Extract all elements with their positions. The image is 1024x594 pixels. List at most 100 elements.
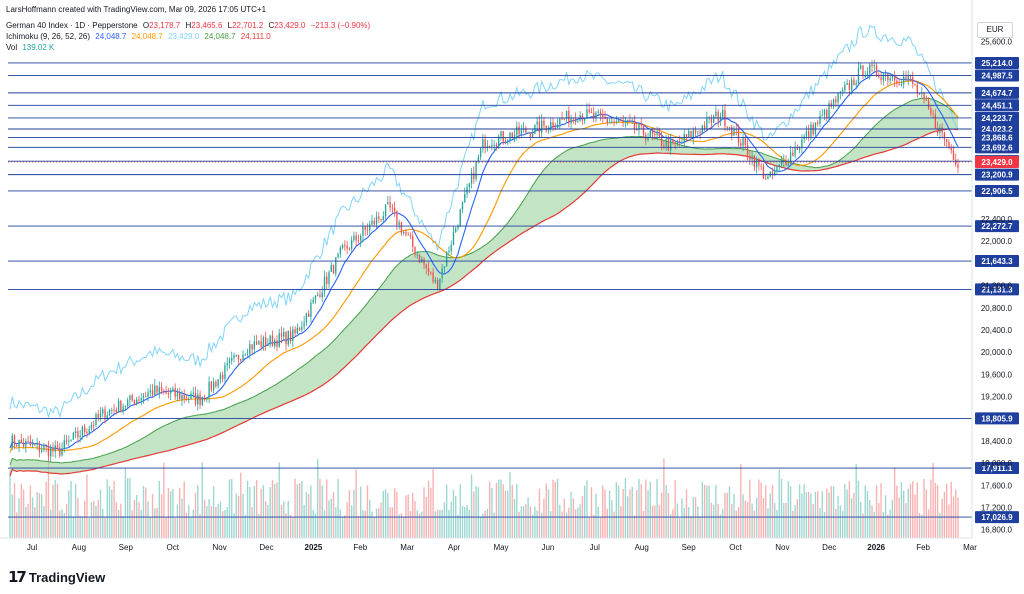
candle-body <box>278 333 280 347</box>
volume-bar <box>160 494 163 538</box>
candle <box>362 222 364 243</box>
volume-bar <box>568 507 570 538</box>
candle <box>188 394 190 404</box>
volume-bar <box>660 492 663 538</box>
candle <box>751 150 753 166</box>
candle <box>430 271 432 276</box>
candle-body <box>760 165 762 167</box>
volume-bar <box>136 494 138 538</box>
candle-body <box>269 335 271 344</box>
volume-bar <box>927 509 930 538</box>
candle-body <box>321 292 323 298</box>
candle <box>382 211 385 224</box>
candle <box>445 251 448 267</box>
candle-body <box>138 399 140 401</box>
candle-body <box>669 139 672 151</box>
candle-body <box>430 272 432 274</box>
candle <box>853 76 855 86</box>
volume-bar <box>620 506 622 538</box>
candle-body <box>88 428 90 433</box>
volume-bar <box>898 497 900 538</box>
volume-bar <box>231 478 233 538</box>
candle <box>253 335 256 355</box>
candle <box>640 118 642 130</box>
candle-body <box>875 65 878 76</box>
currency-selector[interactable]: EUR <box>977 22 1013 38</box>
candle <box>927 97 930 111</box>
candle <box>267 338 269 347</box>
tradingview-wordmark: TradingView <box>28 569 106 585</box>
candle-body <box>882 74 885 81</box>
candle-body <box>500 130 502 137</box>
candle-body <box>427 267 430 273</box>
volume-bar <box>183 481 185 538</box>
candle <box>923 91 925 104</box>
volume-bar <box>629 489 631 538</box>
candle-body <box>681 141 683 143</box>
candle-body <box>794 147 796 156</box>
candle-body <box>210 381 213 391</box>
volume-bar <box>278 462 280 538</box>
tradingview-logo[interactable]: 17 TradingView <box>8 568 105 586</box>
candle-body <box>328 272 330 285</box>
volume-bar <box>699 516 701 538</box>
candle <box>294 326 296 338</box>
candle <box>688 128 690 139</box>
volume-bar <box>427 480 430 538</box>
candle-body <box>869 64 871 74</box>
candle <box>52 442 54 457</box>
volume-bar <box>70 481 72 538</box>
candle <box>90 421 93 431</box>
candle <box>70 439 72 443</box>
candle-body <box>434 279 437 282</box>
volume-bar <box>957 497 959 538</box>
volume-bar <box>717 503 719 538</box>
volume-bar <box>346 502 348 538</box>
candle <box>771 167 774 180</box>
candle <box>527 131 529 134</box>
price-tick-label: 19,600.0 <box>981 370 1013 379</box>
candle-body <box>735 129 737 131</box>
price-tick-label: 18,400.0 <box>981 437 1013 446</box>
volume-legend[interactable]: Vol 139.02 K <box>6 43 57 53</box>
candle-body <box>939 127 941 134</box>
volume-bar <box>473 491 475 538</box>
candle <box>658 127 661 139</box>
time-tick-label: Oct <box>729 543 742 552</box>
volume-bar <box>733 494 735 538</box>
candle-body <box>545 125 547 131</box>
volume-bar <box>348 490 351 538</box>
candle-body <box>398 222 400 225</box>
volume-bar <box>174 517 176 538</box>
volume-bar <box>572 498 575 538</box>
candle-body <box>371 220 373 225</box>
level-tag <box>975 56 1019 69</box>
candle-body <box>762 166 765 179</box>
candle-body <box>731 127 733 136</box>
candle <box>296 323 299 335</box>
candle <box>111 407 113 415</box>
candle-body <box>776 166 778 172</box>
volume-bar <box>640 484 642 538</box>
candle-body <box>742 138 744 146</box>
volume-bar <box>731 503 733 538</box>
candle <box>498 134 500 150</box>
ichimoku-legend[interactable]: Ichimoku (9, 26, 52, 26) 24,048.7 24,048… <box>6 32 274 42</box>
candle <box>841 87 844 96</box>
candle <box>140 393 142 406</box>
candle-body <box>828 103 830 118</box>
volume-bar <box>464 507 466 538</box>
volume-bar <box>38 493 41 538</box>
candle <box>298 326 301 331</box>
candle-body <box>380 218 382 220</box>
volume-bar <box>604 489 606 538</box>
candle-body <box>923 92 925 100</box>
volume-bar <box>461 505 464 538</box>
volume-bar <box>221 511 224 538</box>
candle-body <box>357 240 360 242</box>
candle <box>373 217 375 228</box>
candle <box>482 133 484 153</box>
ohlc-legend[interactable]: German 40 Index · 1D · Pepperstone O23,1… <box>6 21 373 31</box>
time-tick-label: Nov <box>212 543 226 552</box>
